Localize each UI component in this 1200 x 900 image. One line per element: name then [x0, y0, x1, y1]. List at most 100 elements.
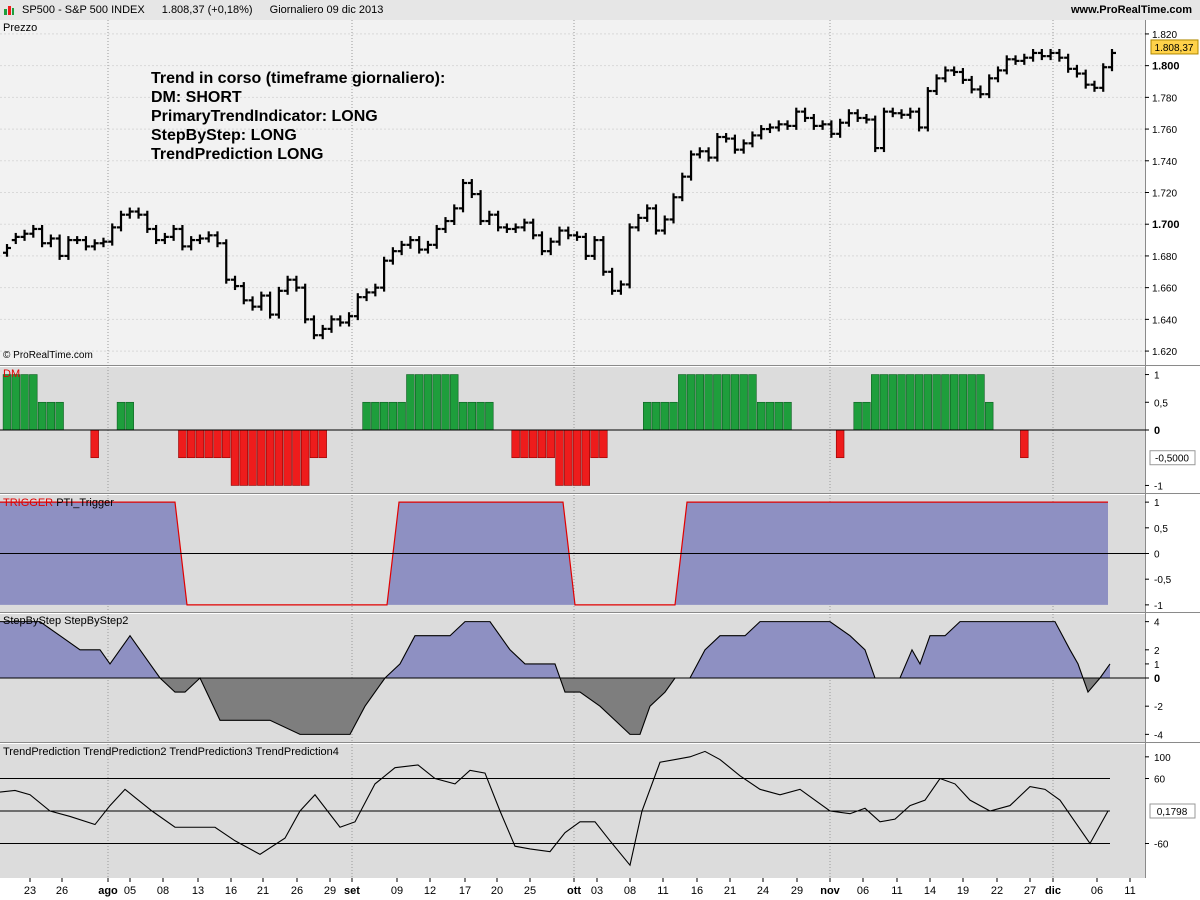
x-tick-label: 06 [857, 885, 869, 897]
dm-bar [879, 374, 889, 431]
dm-bar [371, 401, 380, 431]
dm-bar [300, 429, 310, 486]
dm-bar [572, 429, 582, 486]
dm-bar [590, 429, 599, 459]
x-tick-label: 05 [124, 885, 136, 897]
sbs-y-tick: 1 [1154, 660, 1160, 671]
dm-bar [713, 374, 722, 431]
dm-bar [186, 429, 196, 459]
x-tick-label: 27 [1024, 885, 1036, 897]
dm-bar [730, 374, 740, 431]
dm-bar [660, 401, 669, 431]
x-tick-label: 12 [424, 885, 436, 897]
dm-bar [862, 401, 871, 431]
dm-bar [46, 401, 56, 431]
trigger-label-name: TRIGGER [3, 497, 54, 509]
dm-bar [765, 401, 775, 431]
trigger-y-tick: 0,5 [1154, 524, 1168, 535]
dm-bar [599, 429, 608, 459]
price-y-tick: 1.620 [1152, 347, 1177, 358]
dm-bar [20, 374, 29, 431]
x-tick-label: 21 [724, 885, 736, 897]
dm-bar [897, 374, 906, 431]
x-tick-label: 08 [157, 885, 169, 897]
dm-bar [406, 374, 415, 431]
dm-bar [90, 429, 99, 459]
price-panel-label: Prezzo [3, 22, 38, 34]
x-tick-label: ago [98, 885, 118, 897]
tp-y-tick: 60 [1154, 775, 1166, 786]
tp-panel-label: TrendPrediction TrendPrediction2 TrendPr… [3, 746, 339, 758]
annotation-line: TrendPrediction LONG [151, 146, 324, 163]
dm-bar [835, 429, 845, 459]
dm-bar [257, 429, 266, 486]
x-tick-label: dic [1045, 885, 1061, 897]
dm-bar [283, 429, 292, 486]
price-y-tick: 1.680 [1152, 252, 1177, 263]
price-y-tick: 1.640 [1152, 315, 1177, 326]
dm-last-box [1149, 450, 1196, 466]
tp-y-tick: -60 [1154, 840, 1169, 851]
dm-y-tick: 0,5 [1154, 398, 1168, 409]
dm-bar [318, 429, 327, 459]
dm-bar [564, 429, 573, 486]
dm-bar [485, 401, 494, 431]
dm-bar [476, 401, 485, 431]
dm-bar [55, 401, 64, 431]
dm-bar [914, 374, 924, 431]
dm-bar [29, 374, 38, 431]
dm-bar [555, 429, 564, 486]
x-tick-label: 08 [624, 885, 636, 897]
dm-bar [125, 401, 134, 431]
sbs-area-positive [0, 621, 1110, 678]
x-tick-label: 19 [957, 885, 969, 897]
x-tick-label: 11 [657, 885, 668, 897]
trigger-panel-label: TRIGGER PTI_Trigger [3, 497, 114, 509]
x-tick-label: 16 [691, 885, 703, 897]
dm-bar [958, 374, 968, 431]
price-y-tick: 1.740 [1152, 157, 1177, 168]
dm-bar [450, 374, 459, 431]
x-tick-label: 26 [291, 885, 303, 897]
annotation-line: StepByStep: LONG [151, 127, 297, 144]
dm-bar [546, 429, 555, 459]
dm-bar [537, 429, 547, 459]
x-tick-label: 26 [56, 885, 68, 897]
period-label: Giornaliero 09 dic 2013 [269, 4, 384, 16]
dm-panel-label: DM [3, 368, 20, 380]
dm-bar [949, 374, 959, 431]
sbs-area-negative [0, 678, 1110, 735]
tp-line [0, 750, 1109, 867]
sbs-y-tick: -4 [1154, 730, 1163, 741]
dm-last-label: -0,5000 [1155, 454, 1189, 465]
dm-bar [906, 374, 915, 431]
dm-bar [248, 429, 257, 486]
dm-bar [265, 429, 275, 486]
sbs-axis-bg [1145, 614, 1200, 742]
dm-bar [467, 401, 476, 431]
annotation-line: DM: SHORT [151, 89, 242, 106]
dm-bar [678, 374, 687, 431]
dm-bar [774, 401, 783, 431]
dm-bar [1020, 429, 1029, 459]
x-tick-label: 06 [1091, 885, 1103, 897]
x-tick-label: 21 [257, 885, 269, 897]
chart-area[interactable]: 1.620 1.640 1.660 1.680 1.700 1.720 1.740 1.760… [0, 20, 1200, 900]
dm-bar [511, 429, 520, 459]
dm-bar [11, 374, 20, 431]
dm-bar [520, 429, 529, 459]
site-link[interactable]: www.ProRealTime.com [1070, 4, 1192, 16]
quote-value: 1.808,37 (+0,18%) [161, 4, 253, 16]
tp-last-label: 0,1798 [1157, 807, 1188, 818]
dm-bar [2, 374, 12, 431]
dm-label-name: DM [3, 368, 21, 380]
x-tick-label: 24 [757, 885, 769, 897]
trigger-y-tick: -1 [1154, 601, 1163, 612]
annotation-line: PrimaryTrendIndicator: LONG [151, 108, 378, 125]
dm-bar [222, 429, 231, 459]
x-tick-label: 29 [791, 885, 803, 897]
dm-bar [274, 429, 284, 486]
copyright-text: © ProRealTime.com [3, 350, 93, 361]
x-tick-label: 03 [591, 885, 603, 897]
dm-bar [204, 429, 213, 459]
